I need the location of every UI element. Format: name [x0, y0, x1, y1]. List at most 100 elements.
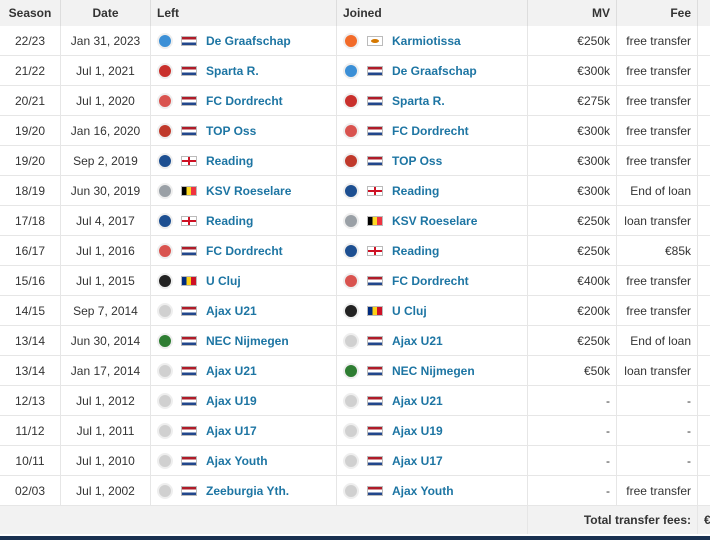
club-crest-icon[interactable] — [157, 392, 173, 409]
club-crest-icon[interactable] — [343, 122, 359, 139]
left-club-link[interactable]: U Cluj — [206, 273, 241, 288]
club-crest-icon[interactable] — [157, 152, 173, 169]
left-club-link[interactable]: FC Dordrecht — [206, 93, 283, 108]
joined-club-cell: Ajax U21 — [336, 325, 528, 357]
joined-club-link[interactable]: Reading — [392, 183, 440, 198]
left-club-link[interactable]: Zeeburgia Yth. — [206, 483, 290, 498]
season-cell: 10/11 — [0, 445, 61, 477]
fee-cell[interactable]: free transfer — [616, 145, 698, 177]
fee-cell[interactable]: loan transfer — [616, 205, 698, 237]
joined-club-link[interactable]: De Graafschap — [392, 63, 477, 78]
club-crest-icon[interactable] — [343, 332, 359, 349]
left-club-link[interactable]: Ajax U21 — [206, 303, 257, 318]
club-crest-icon[interactable] — [157, 122, 173, 139]
left-club-link[interactable]: FC Dordrecht — [206, 243, 283, 258]
fee-cell[interactable]: free transfer — [616, 265, 698, 297]
joined-club-cell: Ajax U21 — [336, 385, 528, 417]
club-crest-icon[interactable] — [343, 152, 359, 169]
joined-club-cell: TOP Oss — [336, 145, 528, 177]
fee-cell[interactable]: End of loan — [616, 325, 698, 357]
joined-club-link[interactable]: Ajax U21 — [392, 393, 443, 408]
market-value-cell: €300k — [527, 115, 617, 147]
fee-cell[interactable]: free transfer — [616, 26, 698, 57]
joined-club-cell: FC Dordrecht — [336, 265, 528, 297]
joined-club-link[interactable]: KSV Roeselare — [392, 213, 478, 228]
joined-club-link[interactable]: Sparta R. — [392, 93, 445, 108]
left-club-link[interactable]: Sparta R. — [206, 63, 259, 78]
left-club-link[interactable]: Ajax U19 — [206, 393, 257, 408]
fee-cell[interactable]: - — [616, 445, 698, 477]
header-date[interactable]: Date — [60, 0, 151, 26]
left-club: FC Dordrecht — [157, 92, 330, 109]
left-club-link[interactable]: Reading — [206, 153, 254, 168]
club-crest-icon[interactable] — [343, 422, 359, 439]
fee-cell[interactable]: free transfer — [616, 115, 698, 147]
club-crest-icon[interactable] — [157, 272, 173, 289]
joined-club-cell: Reading — [336, 175, 528, 207]
header-left[interactable]: Left — [150, 0, 337, 26]
joined-club-link[interactable]: Ajax U17 — [392, 453, 443, 468]
club-crest-icon[interactable] — [343, 392, 359, 409]
club-crest-icon[interactable] — [343, 272, 359, 289]
joined-club-link[interactable]: Reading — [392, 243, 440, 258]
club-crest-icon[interactable] — [343, 92, 359, 109]
joined-club-link[interactable]: U Cluj — [392, 303, 427, 318]
club-crest-icon[interactable] — [343, 32, 359, 49]
left-club-link[interactable]: Reading — [206, 213, 254, 228]
left-club-link[interactable]: Ajax U21 — [206, 363, 257, 378]
joined-club-link[interactable]: Karmiotissa — [392, 33, 461, 48]
joined-club-link[interactable]: Ajax U21 — [392, 333, 443, 348]
club-crest-icon[interactable] — [343, 302, 359, 319]
season-cell: 02/03 — [0, 475, 61, 507]
fee-cell[interactable]: free transfer — [616, 85, 698, 117]
joined-club-link[interactable]: TOP Oss — [392, 153, 443, 168]
club-crest-icon[interactable] — [343, 182, 359, 199]
header-joined[interactable]: Joined — [336, 0, 528, 26]
club-crest-icon[interactable] — [343, 62, 359, 79]
left-club-link[interactable]: TOP Oss — [206, 123, 257, 138]
fee-cell[interactable]: loan transfer — [616, 355, 698, 387]
header-season[interactable]: Season — [0, 0, 61, 26]
left-club-link[interactable]: KSV Roeselare — [206, 183, 292, 198]
club-crest-icon[interactable] — [157, 182, 173, 199]
club-crest-icon[interactable] — [157, 32, 173, 49]
joined-club-link[interactable]: Ajax Youth — [392, 483, 454, 498]
fee-cell[interactable]: free transfer — [616, 475, 698, 507]
left-club-link[interactable]: Ajax Youth — [206, 453, 268, 468]
club-crest-icon[interactable] — [157, 482, 173, 499]
club-crest-icon[interactable] — [157, 362, 173, 379]
fee-cell[interactable]: - — [616, 385, 698, 417]
joined-club-link[interactable]: NEC Nijmegen — [392, 363, 475, 378]
club-crest-icon[interactable] — [343, 212, 359, 229]
club-crest-icon[interactable] — [157, 62, 173, 79]
header-mv[interactable]: MV — [527, 0, 617, 26]
club-crest-icon[interactable] — [343, 452, 359, 469]
club-crest-icon[interactable] — [157, 422, 173, 439]
fee-cell[interactable]: €85k — [616, 235, 698, 267]
club-crest-icon[interactable] — [157, 212, 173, 229]
club-crest-icon[interactable] — [157, 302, 173, 319]
joined-club: Ajax U21 — [343, 332, 521, 349]
left-club-link[interactable]: De Graafschap — [206, 33, 291, 48]
club-crest-icon[interactable] — [157, 332, 173, 349]
fee-cell[interactable]: End of loan — [616, 175, 698, 207]
joined-club-link[interactable]: FC Dordrecht — [392, 123, 469, 138]
club-crest-icon[interactable] — [157, 452, 173, 469]
left-club-link[interactable]: NEC Nijmegen — [206, 333, 289, 348]
club-crest-icon[interactable] — [157, 92, 173, 109]
fee-cell[interactable]: free transfer — [616, 295, 698, 327]
row-extra-cell — [697, 355, 710, 387]
left-club-link[interactable]: Ajax U17 — [206, 423, 257, 438]
market-value-cell: €300k — [527, 175, 617, 207]
fee-cell[interactable]: free transfer — [616, 55, 698, 87]
flag-nl-icon — [181, 95, 197, 106]
joined-club-link[interactable]: Ajax U19 — [392, 423, 443, 438]
date-cell: Jul 4, 2017 — [60, 205, 151, 237]
club-crest-icon[interactable] — [343, 242, 359, 259]
club-crest-icon[interactable] — [343, 482, 359, 499]
club-crest-icon[interactable] — [343, 362, 359, 379]
fee-cell[interactable]: - — [616, 415, 698, 447]
header-fee[interactable]: Fee — [616, 0, 698, 26]
joined-club-link[interactable]: FC Dordrecht — [392, 273, 469, 288]
club-crest-icon[interactable] — [157, 242, 173, 259]
